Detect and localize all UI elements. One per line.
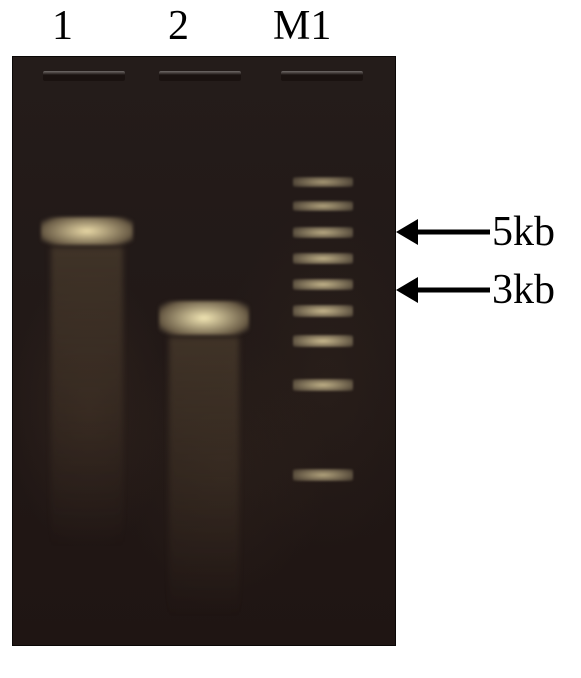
lane-2-smear [169,337,239,617]
ladder-band-9 [293,469,353,481]
ladder-band-1 [293,177,353,187]
size-label-5kb: 5kb [492,208,555,256]
ladder-band-6 [293,305,353,317]
ladder-band-4 [293,253,353,264]
lane-1-label: 1 [52,2,73,50]
well-2 [159,71,241,81]
lane-2-label: 2 [168,2,189,50]
marker-lane-label: M1 [273,2,331,50]
lane-1-smear [51,247,123,547]
ladder-band-8 [293,379,353,391]
lane-1-band [41,217,133,245]
arrow-5kb-icon [396,214,490,250]
well-1 [43,71,125,81]
arrow-3kb-icon [396,272,490,308]
ladder-band-3 [293,227,353,238]
gel-image [12,56,396,646]
arrow-5kb-group: 5kb [396,208,555,256]
ladder-band-2 [293,201,353,211]
arrow-3kb-group: 3kb [396,266,555,314]
lane-2-band [159,301,249,335]
ladder-band-7 [293,335,353,347]
size-label-3kb: 3kb [492,266,555,314]
figure-container: 1 2 M1 5kb 3kb [0,0,581,678]
ladder-band-5 [293,279,353,290]
well-3 [281,71,363,81]
